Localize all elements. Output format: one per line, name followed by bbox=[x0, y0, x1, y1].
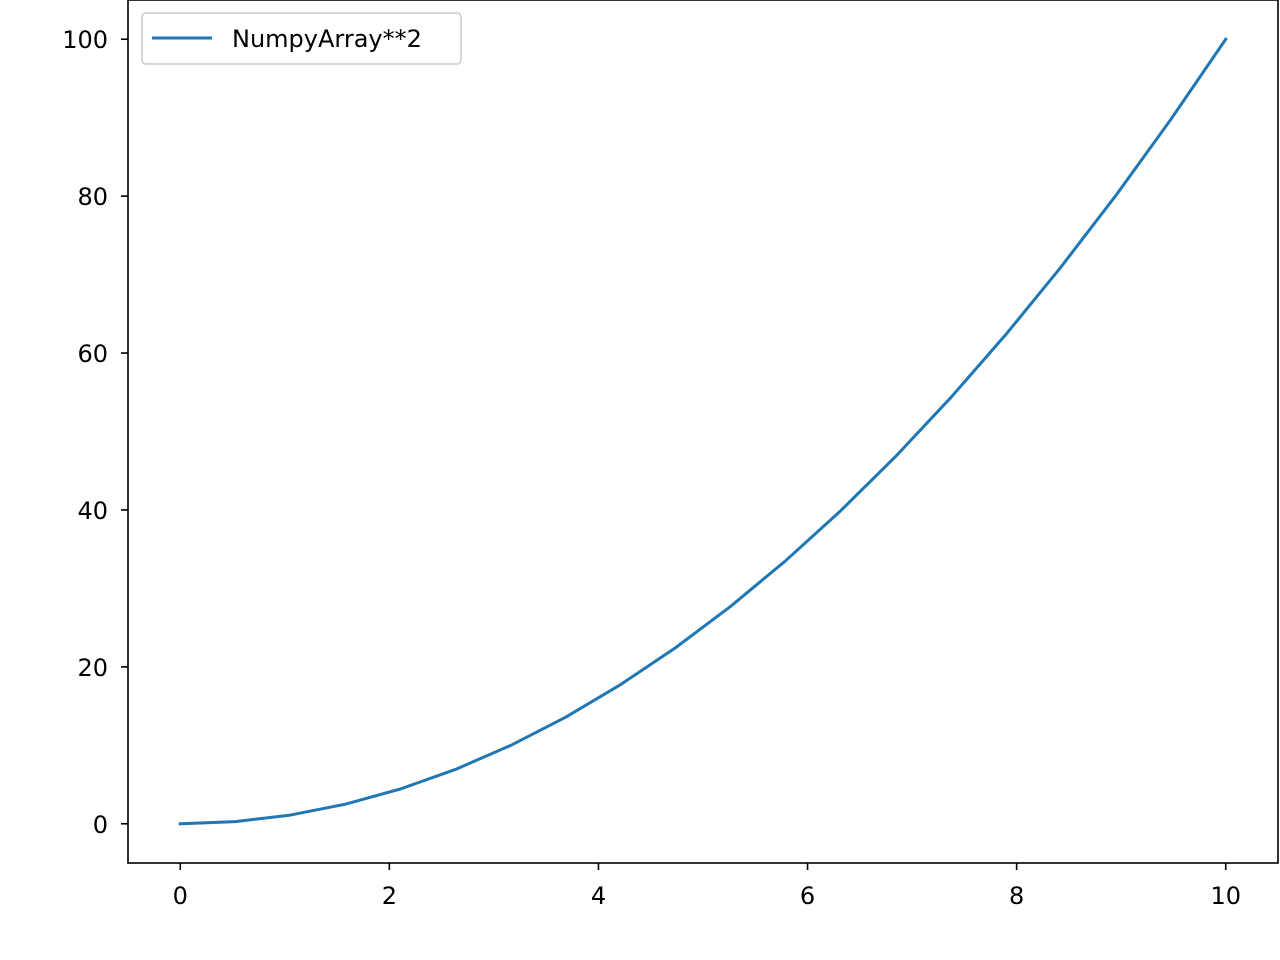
y-axis-ticks: 0 20 40 60 80 100 bbox=[62, 26, 128, 839]
axes: 0 2 4 6 8 10 0 20 40 60 80 100 bbox=[62, 0, 1279, 910]
y-tick-label: 20 bbox=[77, 654, 108, 682]
x-tick-label: 0 bbox=[173, 882, 188, 910]
legend-label: NumpyArray**2 bbox=[232, 25, 422, 53]
y-tick-label: 40 bbox=[77, 497, 108, 525]
y-tick-label: 100 bbox=[62, 26, 108, 54]
legend-box bbox=[141, 12, 462, 65]
y-tick-label: 60 bbox=[77, 340, 108, 368]
x-axis-ticks: 0 2 4 6 8 10 bbox=[173, 863, 1241, 910]
plot-lines bbox=[178, 37, 1228, 826]
x-tick-label: 2 bbox=[382, 882, 397, 910]
series-line bbox=[178, 37, 1228, 826]
legend: NumpyArray**2 bbox=[141, 12, 462, 65]
y-tick-label: 0 bbox=[93, 811, 108, 839]
x-tick-label: 6 bbox=[800, 882, 815, 910]
x-tick-label: 10 bbox=[1210, 882, 1241, 910]
x-tick-label: 4 bbox=[591, 882, 606, 910]
x-tick-label: 8 bbox=[1009, 882, 1024, 910]
y-tick-label: 80 bbox=[77, 183, 108, 211]
axes-frame bbox=[127, 0, 1279, 864]
